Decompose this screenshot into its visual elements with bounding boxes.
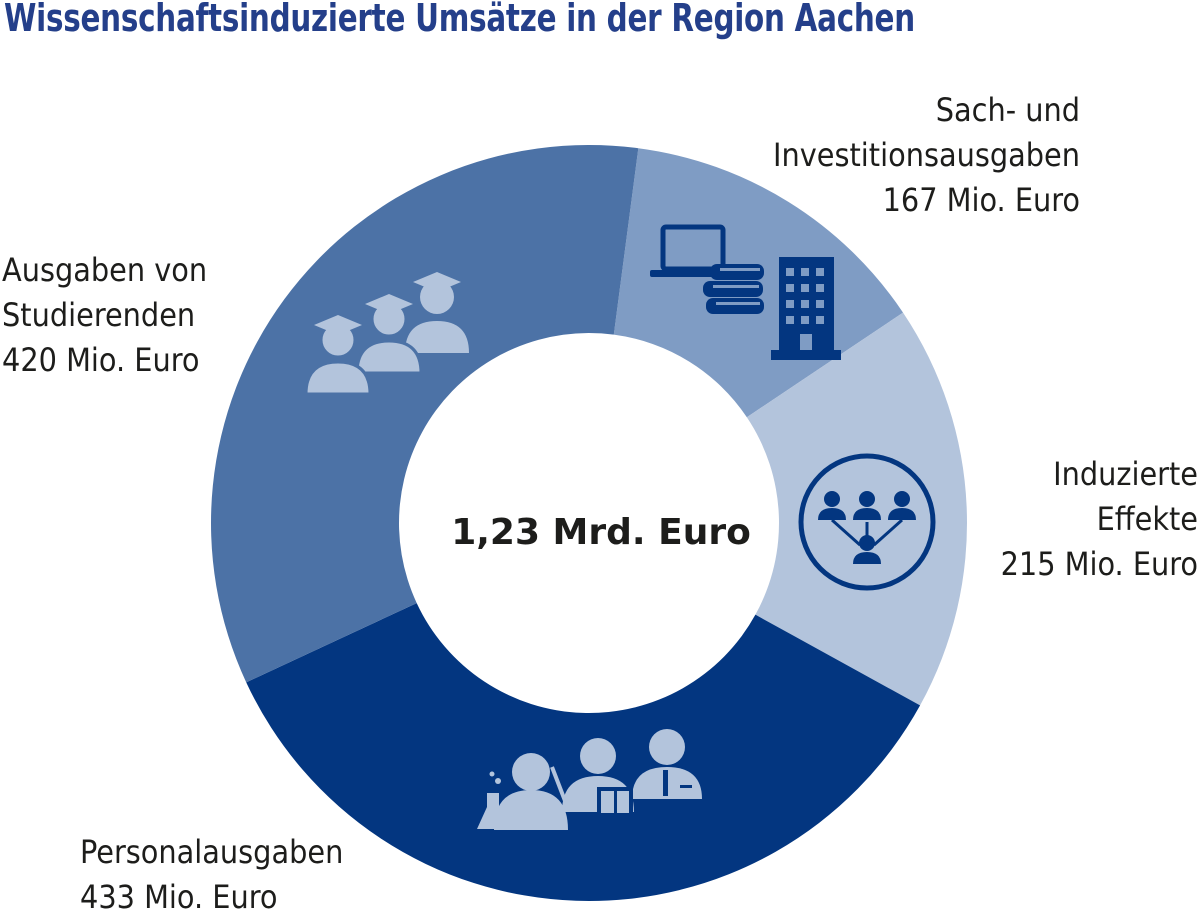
slice-label-sach-investition: Sach- und Investitionsausgaben 167 Mio. …: [773, 88, 1080, 223]
chart-title: Wissenschaftsinduzierte Umsätze in der R…: [4, 0, 915, 40]
slice-label-studierende: Ausgaben von Studierenden 420 Mio. Euro: [2, 248, 207, 383]
network-people-icon: [798, 453, 936, 591]
slice-label-induzierte-effekte: Induzierte Effekte 215 Mio. Euro: [1001, 452, 1198, 587]
donut-slice-1: [746, 312, 967, 706]
slice-value-label: 215 Mio. Euro: [1000, 545, 1198, 583]
slice-value-label: 420 Mio. Euro: [2, 341, 200, 379]
slice-name-line: Studierenden: [2, 296, 196, 334]
slice-name-line: Sach- und: [935, 91, 1080, 129]
slice-value-label: 167 Mio. Euro: [882, 181, 1080, 219]
laptop-books-building-icon: [650, 224, 841, 360]
donut-slice-3: [211, 144, 639, 683]
slice-name-line: Personalausgaben: [80, 833, 344, 871]
center-total-label: 1,23 Mrd. Euro: [451, 512, 751, 553]
slice-name-line: Induzierte: [1053, 455, 1198, 493]
graduates-icon: [304, 272, 469, 396]
slice-name-line: Ausgaben von: [2, 251, 208, 289]
slice-name-line: Effekte: [1096, 500, 1198, 538]
staff-scientist-teacher-icon: [477, 729, 702, 830]
slice-label-personalausgaben: Personalausgaben 433 Mio. Euro: [80, 830, 343, 920]
slice-value-label: 433 Mio. Euro: [80, 878, 278, 916]
slice-name-line: Investitionsausgaben: [773, 136, 1080, 174]
